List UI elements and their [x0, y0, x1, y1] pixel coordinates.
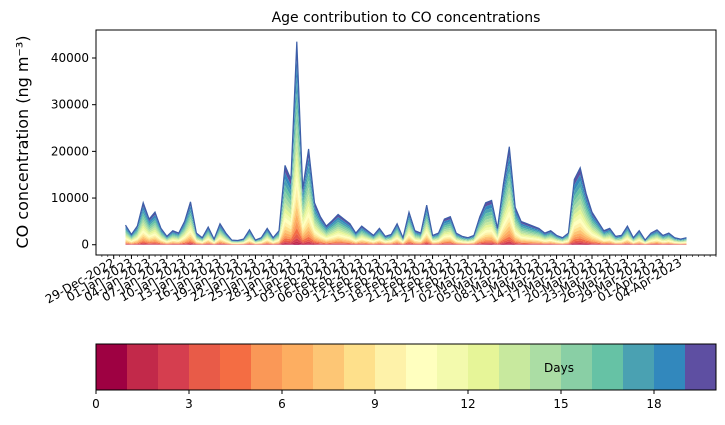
- colorbar-cell: [127, 344, 159, 390]
- colorbar-tick-label: 12: [460, 397, 475, 411]
- colorbar-cell: [375, 344, 407, 390]
- colorbar-cell: [96, 344, 128, 390]
- colorbar-cell: [158, 344, 190, 390]
- y-axis: 0 10000 20000 30000 40000: [51, 51, 96, 252]
- colorbar-cell: [189, 344, 221, 390]
- age-band-15: [125, 108, 687, 243]
- colorbar-frame: [95, 343, 717, 391]
- colorbar-tick-label: 18: [646, 397, 661, 411]
- y-tick-label: 40000: [51, 51, 89, 65]
- colorbar-cell: [654, 344, 686, 390]
- age-band-19: [125, 41, 687, 241]
- colorbar-cell: [251, 344, 283, 390]
- age-band-17: [125, 76, 687, 242]
- colorbar-cell: [220, 344, 252, 390]
- y-axis-label: CO concentration (ng m⁻³): [13, 35, 32, 248]
- colorbar-cell: [313, 344, 345, 390]
- colorbar-cell: [437, 344, 469, 390]
- y-tick-label: 20000: [51, 144, 89, 158]
- y-tick-label: 30000: [51, 98, 89, 112]
- colorbar-cell: [406, 344, 438, 390]
- age-band-16: [125, 93, 687, 242]
- colorbar-tick-label: 3: [185, 397, 193, 411]
- y-tick-label: 0: [81, 238, 89, 252]
- colorbar-cell: [561, 344, 593, 390]
- area-stack: [124, 41, 687, 245]
- colorbar-tick-label: 6: [278, 397, 286, 411]
- colorbar-cell: [592, 344, 624, 390]
- y-tick-label: 10000: [51, 191, 89, 205]
- total-line: [124, 41, 687, 242]
- colorbar-cell: [623, 344, 655, 390]
- colorbar-cell: [282, 344, 314, 390]
- colorbar-cell: [468, 344, 500, 390]
- colorbar-cell: [344, 344, 376, 390]
- colorbar-cell: [530, 344, 562, 390]
- x-axis: 29-Dec-202201-Jan-202304-Jan-202307-Jan-…: [43, 255, 717, 306]
- colorbar-tick-label: 9: [371, 397, 379, 411]
- chart-title: Age contribution to CO concentrations: [272, 10, 541, 26]
- age-band-18: [125, 59, 687, 242]
- plot-frame: [95, 29, 717, 256]
- colorbar-tick-label: 15: [553, 397, 568, 411]
- colorbar-cell: [685, 344, 717, 390]
- colorbar: 0 3 6 9 12 15 18: [92, 343, 717, 411]
- colorbar-cell: [499, 344, 531, 390]
- colorbar-label: Days: [544, 361, 574, 375]
- colorbar-tick-label: 0: [92, 397, 100, 411]
